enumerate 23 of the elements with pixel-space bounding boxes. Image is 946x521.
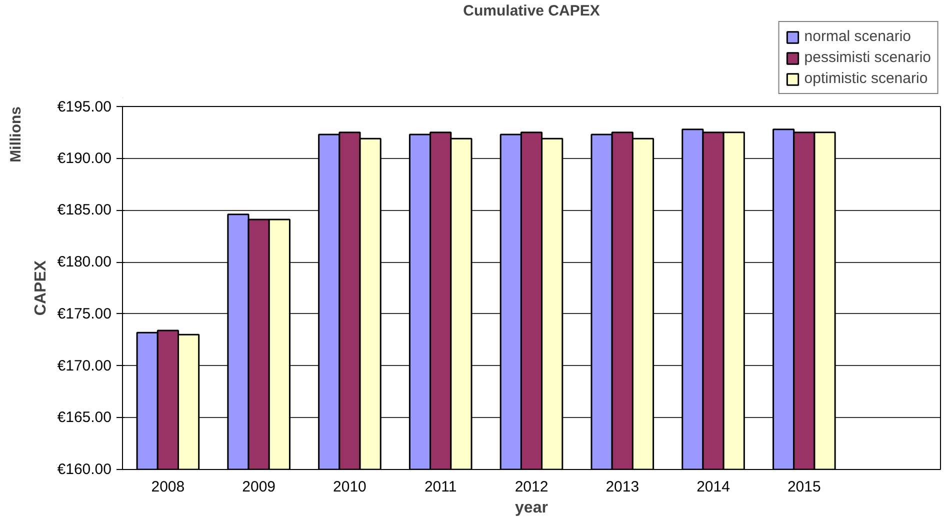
x-tick-label: 2008 [151, 478, 185, 496]
x-tick-label: 2014 [696, 478, 730, 496]
y-tick-label: €160.00 [57, 461, 112, 478]
legend-label: normal scenario [804, 28, 911, 45]
y-tick-label: €170.00 [57, 357, 112, 374]
y-tick-label: €195.00 [57, 98, 112, 116]
x-tick-label: 2009 [242, 478, 276, 496]
y-tick-label: €185.00 [57, 202, 112, 219]
text: Millions [8, 106, 24, 162]
x-axis-title: year [515, 500, 548, 516]
y-tick-label: €190.00 [57, 150, 112, 167]
y-tick-label: €175.00 [57, 305, 112, 322]
y-tick-label: €180.00 [57, 254, 112, 271]
chart-title: Cumulative CAPEX [463, 2, 600, 20]
x-tick-label: 2012 [514, 478, 548, 496]
legend-label: pessimisti scenario [804, 49, 931, 66]
x-tick-label: 2010 [333, 478, 366, 496]
x-tick-label: 2011 [424, 478, 457, 496]
y-tick-label: €165.00 [57, 409, 112, 426]
x-tick-label: 2015 [787, 478, 821, 496]
x-tick-label: 2013 [606, 478, 640, 496]
legend-label: optimistic scenario [804, 70, 928, 87]
y-axis-title: CAPEX [32, 260, 50, 316]
